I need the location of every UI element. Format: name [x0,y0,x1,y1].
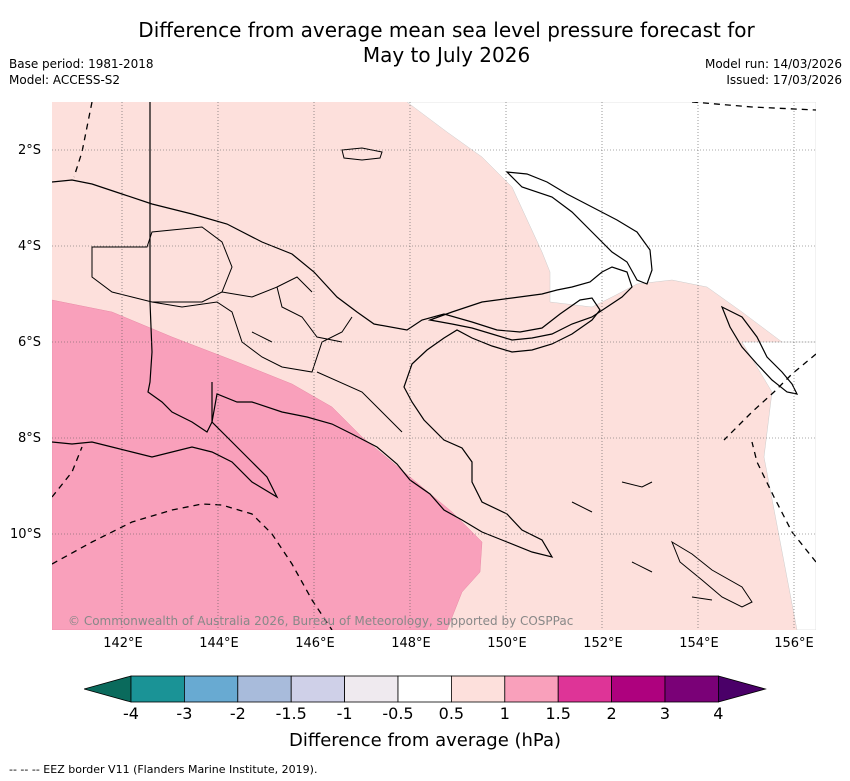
colorbar-cell [504,675,559,703]
model-name: Model: ACCESS-S2 [9,73,121,87]
colorbar-cell [611,675,666,703]
colorbar-cell [237,675,292,703]
new-ireland-coast [505,171,653,285]
anomaly-zone-white-se [741,341,816,630]
colorbar-tick-label: 1.5 [545,704,571,723]
colorbar-cell [184,675,239,703]
colorbar-tick-label: 4 [713,704,724,723]
lat-label-6s: 6°S [18,335,42,350]
map-title: Difference from average mean sea level p… [0,18,850,68]
colorbar-title: Difference from average (hPa) [288,730,562,751]
eez-border [52,102,816,630]
colorbar-tick-label: 0.5 [438,704,465,723]
lon-label-144e: 144°E [199,636,239,651]
colorbar-tick-label: 2 [606,704,617,723]
lat-label-2s: 2°S [18,143,42,158]
colorbar-cell [290,675,345,703]
lon-label-156e: 156°E [774,636,814,651]
border-line [147,102,213,433]
new-guinea-coast [52,179,601,558]
colorbar-tick-label: -4 [123,704,139,723]
colorbar-cell [450,675,506,703]
map-canvas [52,102,816,630]
copyright-note: © Commonwealth of Australia 2026, Bureau… [68,614,574,628]
colorbar-cell [344,675,399,703]
bougainville-coast [720,305,799,395]
colorbar-tick-label: -1 [336,704,353,723]
meta-right: Model run: 14/03/2026 Issued: 17/03/2026 [705,56,842,88]
eez-legend-note: -- -- -- EEZ border V11 (Flanders Marine… [9,763,318,776]
graticule [52,102,816,630]
colorbar [84,675,767,703]
lat-label-8s: 8°S [18,431,42,446]
base-period: Base period: 1981-2018 [9,57,154,71]
colorbar-cell [130,675,185,703]
province-lines [91,226,403,433]
colorbar-tick-label: -3 [176,704,193,723]
colorbar-cell [664,675,719,703]
lon-label-150e: 150°E [487,636,527,651]
new-britain-coast [427,266,633,341]
colorbar-tick-label: -1.5 [275,704,307,723]
lon-label-142e: 142°E [103,636,143,651]
lon-label-152e: 152°E [583,636,623,651]
lon-label-148e: 148°E [391,636,431,651]
southeast-islands [571,481,753,608]
lat-label-4s: 4°S [18,239,42,254]
lon-label-146e: 146°E [295,636,335,651]
lat-label-10s: 10°S [10,527,42,542]
colorbar-tick-label: 3 [659,704,671,723]
meta-left: Base period: 1981-2018 Model: ACCESS-S2 [9,56,154,88]
colorbar-cell [397,675,452,703]
lon-label-154e: 154°E [679,636,719,651]
colorbar-tick-label: -2 [229,704,246,723]
issued-date: Issued: 17/03/2026 [726,73,842,87]
colorbar-extend-high [718,675,767,703]
title-line-1: Difference from average mean sea level p… [138,18,755,42]
colorbar-cell [557,675,613,703]
anomaly-zone-dark-pink [52,299,483,630]
colorbar-tick-label: -0.5 [382,704,414,723]
title-line-2: May to July 2026 [362,43,531,67]
colorbar-tick-label: 1 [499,704,510,723]
model-run: Model run: 14/03/2026 [704,57,842,71]
manus-island [341,147,383,161]
colorbar-extend-low [84,675,132,703]
